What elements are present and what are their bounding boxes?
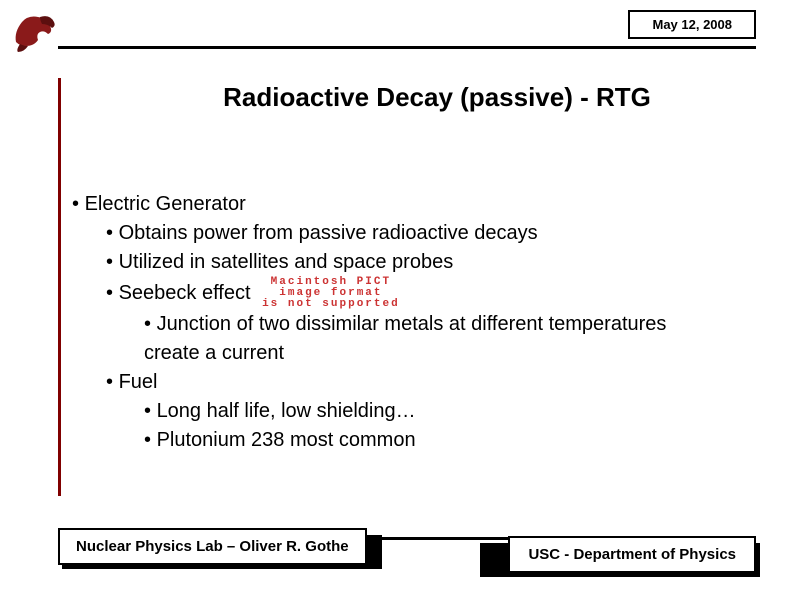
vertical-accent-bar — [58, 78, 61, 496]
gamecock-logo — [10, 12, 58, 54]
bullet-text: Seebeck effect — [106, 282, 251, 304]
header-rule — [58, 46, 756, 49]
slide: May 12, 2008 Radioactive Decay (passive)… — [0, 0, 794, 595]
footer-left-box: Nuclear Physics Lab – Oliver R. Gothe — [58, 528, 367, 565]
date-text: May 12, 2008 — [652, 17, 732, 32]
bullet-l1: Electric Generator — [72, 190, 754, 219]
ph-line: is not supported — [262, 298, 400, 310]
missing-image-placeholder: Macintosh PICT image format is not suppo… — [262, 277, 400, 310]
footer-left-text: Nuclear Physics Lab – Oliver R. Gothe — [76, 538, 349, 555]
content-area: Electric Generator Obtains power from pa… — [72, 190, 754, 455]
bullet-l3: Plutonium 238 most common — [144, 426, 754, 455]
date-box: May 12, 2008 — [628, 10, 756, 39]
slide-title: Radioactive Decay (passive) - RTG — [0, 82, 794, 113]
bullet-l2: Obtains power from passive radioactive d… — [106, 219, 754, 248]
footer-right-text: USC - Department of Physics — [528, 546, 736, 563]
bullet-l3: Long half life, low shielding… — [144, 397, 754, 426]
bullet-l2-seebeck: Seebeck effect Macintosh PICT image form… — [106, 277, 754, 310]
footer-right-box: USC - Department of Physics — [508, 536, 756, 573]
bullet-l2: Fuel — [106, 368, 754, 397]
bullet-l2: Utilized in satellites and space probes — [106, 248, 754, 277]
bullet-l3: Junction of two dissimilar metals at dif… — [144, 310, 684, 368]
